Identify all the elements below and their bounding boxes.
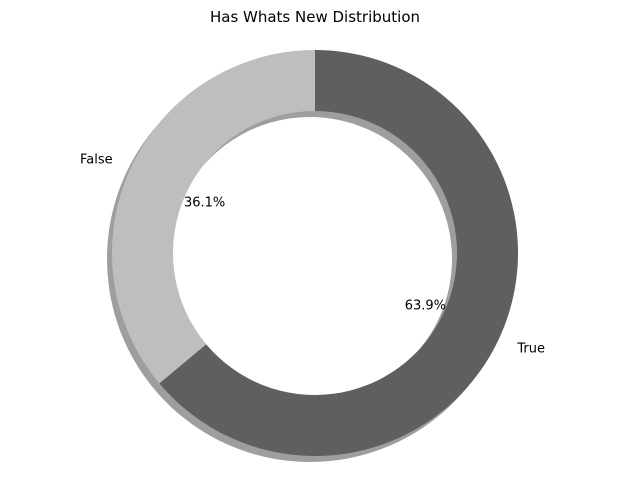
chart-title: Has Whats New Distribution (210, 8, 420, 26)
slice-false (111, 49, 315, 384)
slice-label-true: True (516, 341, 545, 356)
pct-label-false: 36.1% (184, 195, 225, 210)
label-group: True 63.9% False 36.1% (80, 153, 545, 357)
slice-group (111, 49, 518, 456)
slice-label-false: False (80, 153, 113, 168)
slice-true (159, 50, 518, 456)
pct-label-true: 63.9% (405, 299, 446, 314)
